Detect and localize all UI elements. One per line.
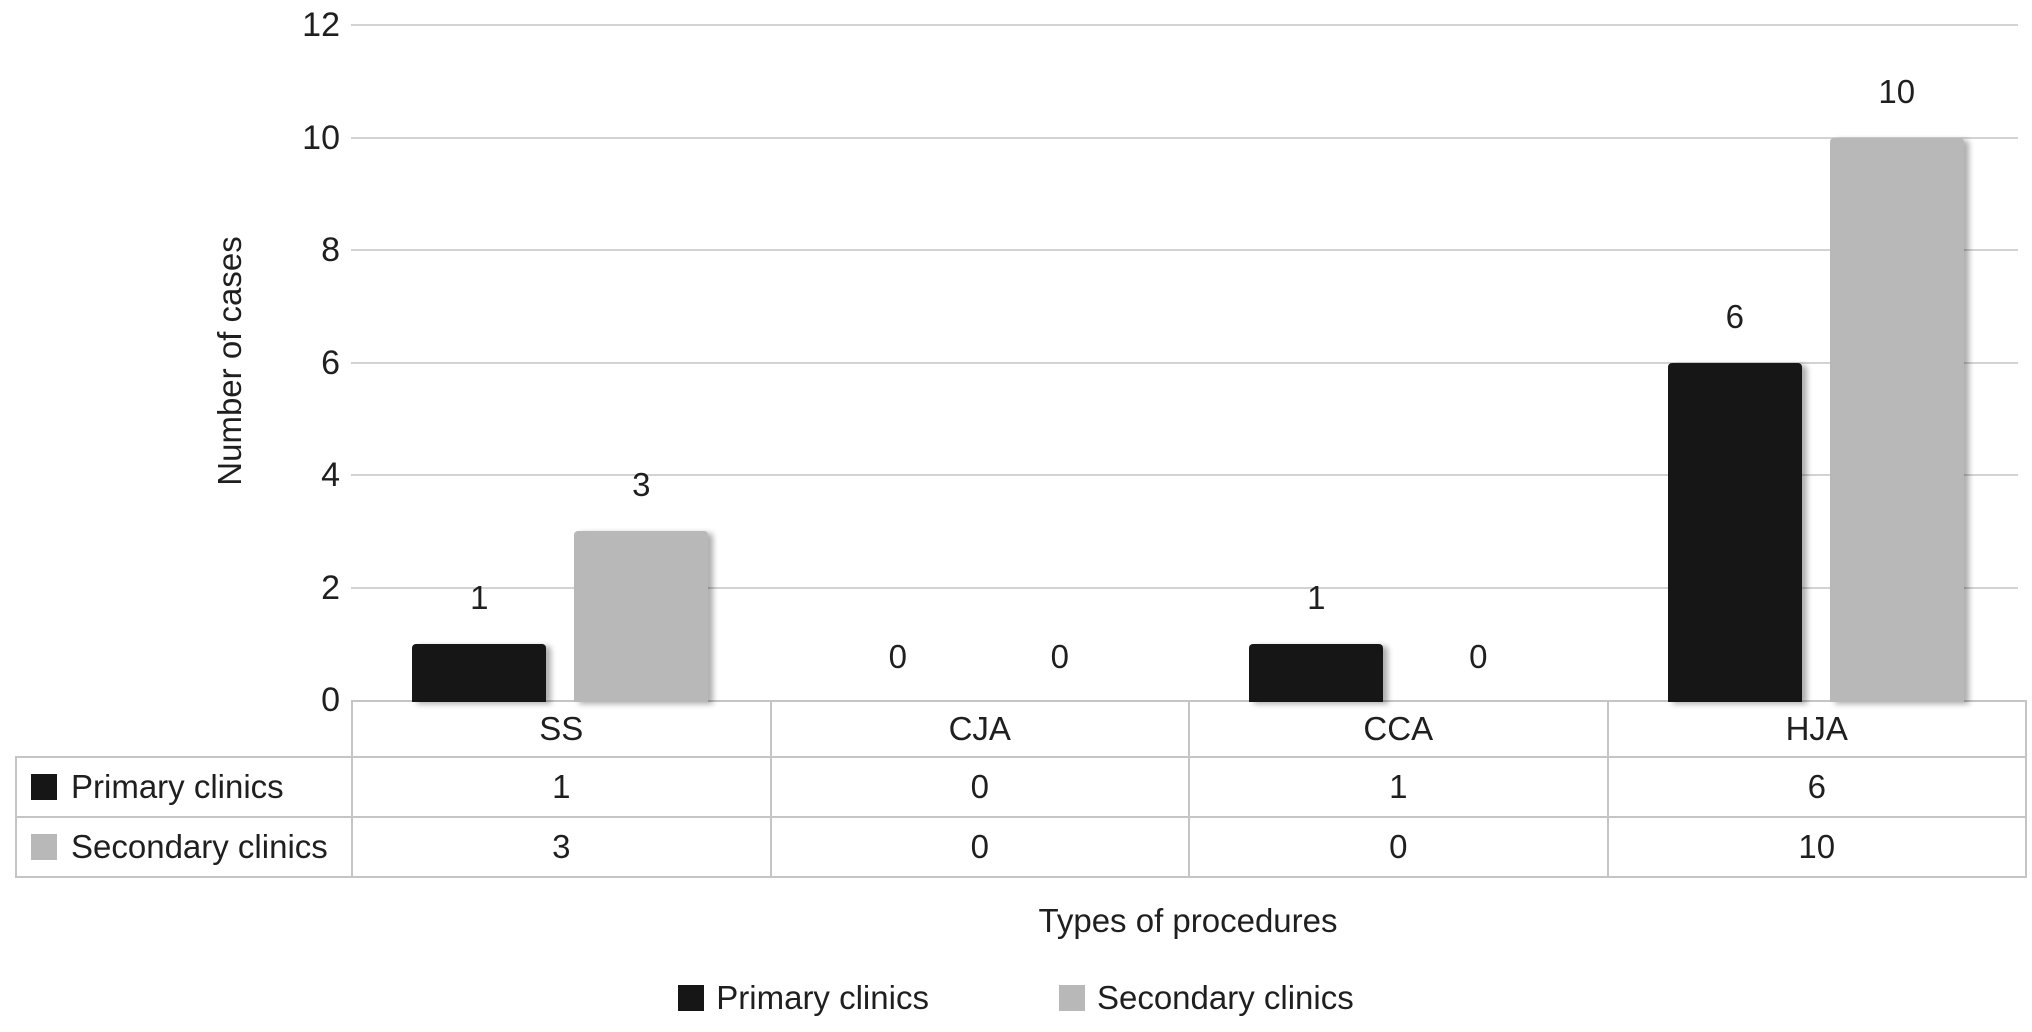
legend-item: Primary clinics [678,979,929,1017]
bar-value-label: 3 [632,466,651,504]
y-tick-label: 10 [302,118,340,157]
table-cell-value: 1 [1188,756,1609,818]
table-cell-value: 3 [351,816,772,878]
bar-value-label: 10 [1878,72,1916,110]
gridline [351,474,2018,476]
gridline [351,361,2018,364]
legend-item: Secondary clinics [1058,979,1354,1017]
y-tick-label: 0 [321,681,340,719]
y-tick-label: 12 [302,6,340,44]
table-col-header: CCA [1188,700,1609,758]
y-tick-label: 4 [321,456,340,494]
legend-swatch-icon [678,985,705,1011]
table-row: Secondary clinics 3 0 0 10 [15,816,2027,878]
data-table: SS CJA CCA HJA Primary clinics 1 0 1 6 Secondary … [15,700,2027,878]
bar-value-label: 0 [888,638,907,675]
legend: Primary clinics Secondary clinics [0,976,2032,1020]
series-swatch-icon [31,834,57,860]
table-row-label: Secondary clinics [15,816,353,878]
bar-primary-clinics [1667,362,1802,702]
table-cell-value: 1 [351,756,772,818]
gridline [351,136,2018,139]
table-cell-value: 6 [1606,756,2027,818]
table-row: Primary clinics 1 0 1 6 [15,756,2027,818]
bar-secondary-clinics [574,531,709,702]
table-cell-value: 0 [1188,816,1609,878]
bar-value-label: 0 [1469,638,1488,675]
gridline [351,24,2018,26]
table-header-row: SS CJA CCA HJA [16,700,2027,758]
bar-value-label: 1 [470,578,489,616]
legend-label: Primary clinics [716,979,929,1016]
table-col-header: SS [351,700,772,758]
table-blank-cell [16,701,352,757]
table-col-header: CJA [769,700,1190,758]
series-swatch-icon [31,774,57,800]
bar-value-label: 6 [1725,297,1744,335]
table-cell-value: 10 [1606,816,2027,878]
legend-swatch-icon [1058,985,1085,1011]
table-col-header: HJA [1606,700,2027,758]
legend-label: Secondary clinics [1096,979,1354,1016]
gridline [351,586,2018,589]
y-tick-label: 8 [321,231,340,269]
table-cell-value: 0 [769,816,1190,878]
bar-primary-clinics [412,643,547,702]
y-tick-label: 6 [321,343,340,382]
bar-value-label: 1 [1307,578,1326,616]
x-axis-title: Types of procedures [1038,902,1338,939]
bar-primary-clinics [1249,643,1384,702]
table-row-label: Primary clinics [15,756,353,818]
bar-value-label: 0 [1050,638,1069,675]
bar-secondary-clinics [1829,137,1964,702]
table-cell-value: 0 [769,756,1190,818]
y-tick-label: 2 [321,568,340,607]
gridline [351,249,2018,251]
